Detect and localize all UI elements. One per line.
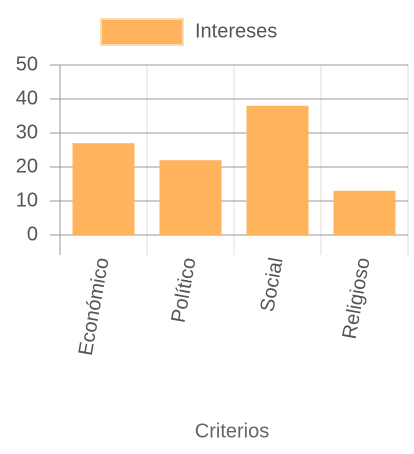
y-tick-label: 10 — [16, 189, 38, 211]
y-tick-label: 30 — [16, 121, 38, 143]
x-tick-label: Político — [168, 256, 201, 324]
x-axis-title: Criterios — [195, 420, 269, 442]
bar — [333, 190, 396, 235]
y-tick-label: 50 — [16, 53, 38, 75]
x-tick-label: Económico — [75, 256, 114, 357]
y-tick-label: 40 — [16, 87, 38, 109]
bar — [246, 105, 309, 235]
y-tick-label: 0 — [27, 223, 38, 245]
legend-label: Intereses — [195, 20, 277, 42]
legend-swatch — [100, 18, 184, 46]
bar — [159, 160, 222, 235]
x-tick-label: Social — [256, 256, 287, 313]
y-tick-label: 20 — [16, 155, 38, 177]
x-tick-label: Religioso — [339, 256, 375, 341]
bar — [72, 143, 135, 235]
